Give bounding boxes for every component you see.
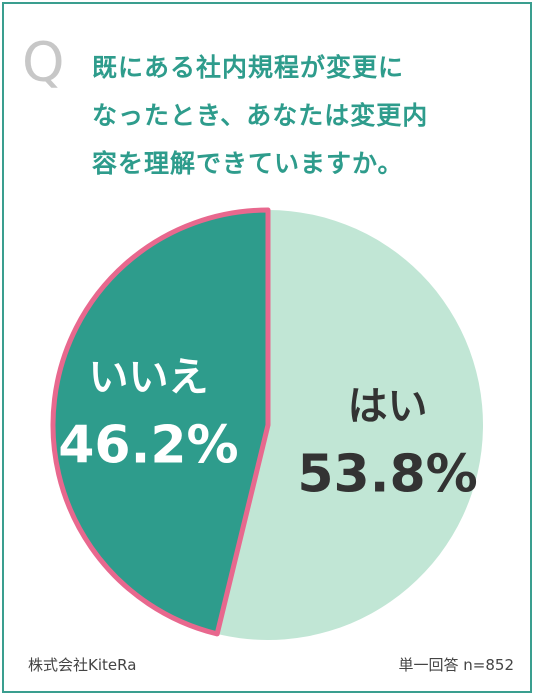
question-mark-label: Q — [22, 31, 65, 94]
slice-value-yes: 53.8% — [297, 444, 477, 504]
pie-slice-yes — [217, 210, 483, 640]
question-line-2: なったとき、あなたは変更内 — [92, 101, 429, 130]
pie-slice-no — [50, 207, 271, 637]
question-line-1: 既にある社内規程が変更に — [92, 53, 405, 82]
source-label: 株式会社KiteRa — [28, 656, 137, 674]
question-text: 既にある社内規程が変更に なったとき、あなたは変更内 容を理解できていますか。 — [92, 44, 512, 188]
slice-value-no: 46.2% — [58, 416, 238, 476]
slice-label-yes: はい — [348, 383, 428, 429]
sample-note: 単一回答 n=852 — [398, 656, 514, 674]
question-line-3: 容を理解できていますか。 — [92, 149, 404, 178]
slice-label-no: いいえ — [88, 355, 208, 401]
